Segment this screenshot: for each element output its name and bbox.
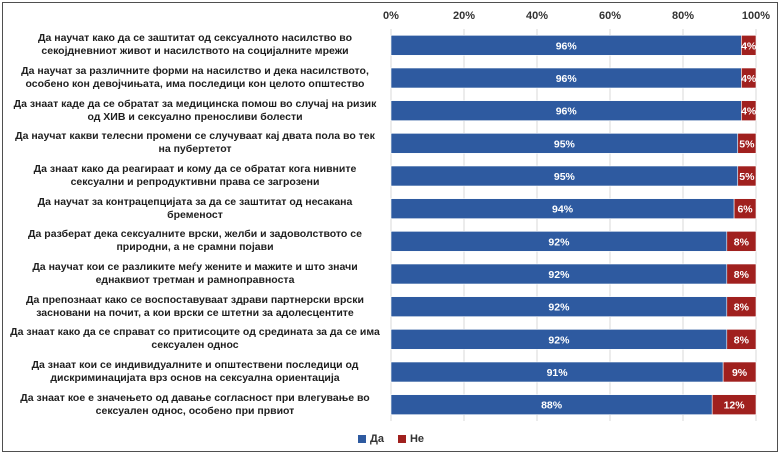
data-label-yes: 92% (548, 302, 570, 314)
data-label-yes: 96% (556, 73, 578, 85)
legend-item-no: Не (397, 433, 425, 445)
x-tick-label: 40% (525, 10, 549, 22)
category-label: Да научат за контрацепцијата за да се за… (37, 195, 353, 221)
data-label-no: 5% (739, 138, 755, 150)
legend-swatch-no (397, 435, 406, 443)
chart-frame: 96% 4% 96% 4% 96% 4% 95% 5% 95% 5% 94% 6% 92% 8% 92% 8%… (2, 2, 778, 452)
x-tick-label: 0% (383, 10, 399, 22)
data-label-no: 12% (724, 400, 746, 412)
category-label: Да знаат како да реагираат и кому да се … (33, 162, 357, 188)
category-label: Да разберат дека сексуалните врски, желб… (28, 228, 362, 254)
bar-no (711, 394, 757, 415)
bar-no (737, 133, 757, 154)
category-label: Да научат за различните форми на насилст… (21, 64, 369, 90)
data-label-yes: 92% (548, 334, 570, 346)
legend-item-yes: Да (357, 433, 384, 445)
bar-no (726, 263, 757, 285)
bar-no (741, 67, 757, 89)
chart-plot: 96% 4% 96% 4% 96% 4% 95% 5% 95% 5% 94% 6% 92% 8% 92% 8%… (390, 29, 757, 421)
data-label-yes: 92% (548, 236, 570, 248)
x-tick-label: 20% (452, 10, 476, 22)
legend-label-yes: Да (369, 433, 384, 445)
bar-no (726, 329, 757, 350)
x-tick-label: 100% (741, 10, 771, 22)
data-label-no: 8% (734, 302, 750, 314)
bar-no (737, 165, 757, 187)
legend-swatch-yes (357, 435, 366, 443)
data-label-no: 8% (734, 236, 750, 248)
bar-no (726, 296, 757, 317)
bar-no (741, 35, 757, 56)
category-label: Да знаат кое е значењето од давање согла… (20, 391, 370, 417)
category-label: Да знаат како да се справат со притисоци… (10, 326, 380, 352)
data-label-yes: 96% (556, 40, 578, 52)
data-label-no: 4% (741, 106, 757, 118)
data-label-yes: 92% (548, 269, 570, 281)
data-label-no: 9% (732, 367, 748, 379)
data-label-yes: 91% (547, 367, 569, 379)
data-label-yes: 95% (554, 138, 576, 150)
category-label: Да знаат кои се индивидуалните и општест… (31, 358, 359, 384)
category-label: Да научат какви телесни промени се случу… (15, 130, 375, 156)
category-label: Да научат како да се заштитат од сексуал… (37, 32, 353, 58)
category-label: Да знаат каде да се обратат за медицинск… (13, 97, 377, 123)
data-label-no: 4% (741, 40, 757, 52)
category-label: Да научат кои се разликите меѓу жените и… (32, 260, 358, 286)
x-tick-label: 80% (671, 10, 695, 22)
data-label-no: 8% (734, 269, 750, 281)
x-tick-label: 60% (598, 10, 622, 22)
data-label-no: 6% (737, 204, 753, 216)
bar-no (722, 361, 757, 383)
data-label-yes: 94% (552, 204, 574, 216)
data-label-yes: 95% (554, 171, 576, 183)
data-label-no: 4% (741, 73, 757, 85)
bar-no (741, 100, 757, 121)
bar-no (726, 231, 757, 252)
data-label-no: 5% (739, 171, 755, 183)
bar-no (733, 198, 757, 219)
legend: Да Не (3, 433, 779, 445)
data-label-yes: 96% (556, 106, 578, 118)
legend-label-no: Не (409, 433, 425, 445)
data-label-no: 8% (734, 334, 750, 346)
category-label: Да препознаат како се воспоставуваат здр… (26, 293, 364, 319)
data-label-yes: 88% (541, 400, 563, 412)
